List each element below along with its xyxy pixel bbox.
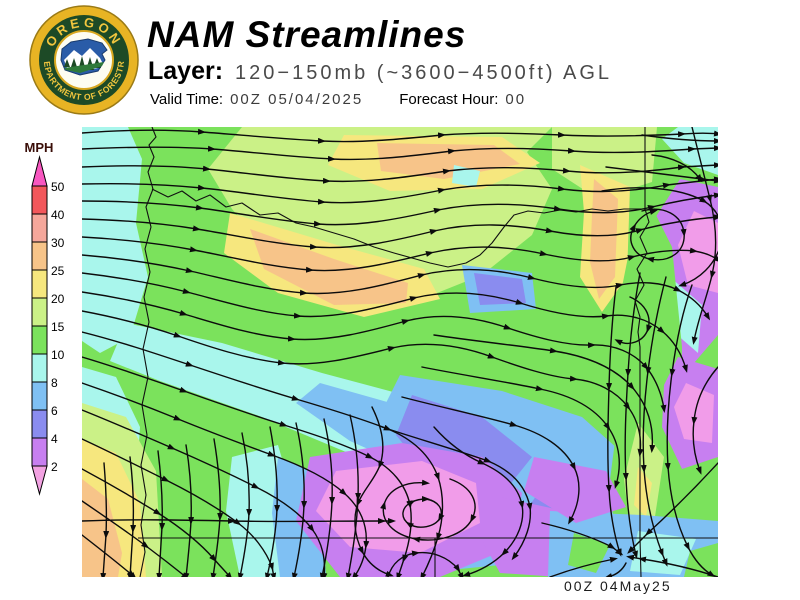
streamline: [291, 422, 308, 577]
legend-tick: 8: [51, 376, 58, 390]
legend-tick: 4: [51, 432, 58, 446]
legend-segment: [31, 185, 48, 215]
streamline: [387, 550, 464, 577]
streamline: [82, 128, 718, 144]
streamline: [641, 134, 718, 144]
legend-title: MPH: [25, 140, 54, 155]
valid-time-label: Valid Time:: [150, 91, 224, 108]
streamline: [614, 296, 653, 346]
legend-segment: [31, 353, 48, 383]
legend-segment: [31, 437, 48, 467]
streamline: [82, 192, 718, 227]
streamline: [402, 496, 445, 529]
streamline: [82, 517, 396, 525]
streamline: [127, 456, 137, 577]
legend-tick: 20: [51, 292, 65, 306]
legend-tick: 6: [51, 404, 58, 418]
streamline: [319, 418, 336, 577]
streamline: [100, 462, 110, 577]
streamline: [691, 366, 718, 475]
streamline: [401, 396, 580, 525]
streamline: [640, 276, 668, 567]
legend-tick: 30: [51, 236, 65, 250]
streamline: [264, 426, 281, 577]
streamline: [541, 522, 624, 556]
legend-arrow-above: [31, 155, 48, 187]
layer-label: Layer:: [148, 57, 224, 85]
streamline: [664, 284, 716, 577]
legend-tick: 2: [51, 460, 58, 474]
streamline: [82, 500, 190, 577]
streamline: [626, 554, 718, 577]
streamline: [604, 562, 627, 577]
streamline: [691, 127, 717, 345]
oregon-emblem: [60, 38, 108, 76]
wind-speed-region: [82, 479, 122, 577]
streamline: [82, 254, 711, 321]
streamline: [651, 154, 703, 183]
odf-logo: OREGON DEPARTMENT OF FORESTRY: [28, 4, 139, 115]
streamline: [82, 438, 277, 577]
valid-time-value: 00Z 05/04/2025: [230, 91, 364, 108]
legend-tick: 40: [51, 208, 65, 222]
streamline: [210, 438, 224, 577]
streamline: [156, 450, 166, 577]
legend-segment: [31, 325, 48, 355]
page-title: NAM Streamlines: [147, 14, 467, 55]
forecast-hour-label: Forecast Hour:: [399, 91, 499, 108]
legend-tick: 15: [51, 320, 65, 334]
wind-speed-field: [82, 127, 718, 577]
legend-segment: [31, 381, 48, 411]
legend-segment: [31, 213, 48, 243]
streamline: [549, 556, 618, 577]
streamline: [622, 272, 641, 559]
streamline: [237, 432, 253, 577]
streamline: [605, 166, 718, 184]
layer-value: 120−150mb (~3600−4500ft) AGL: [235, 62, 613, 84]
legend-segment: [31, 297, 48, 327]
streamline-map: [82, 127, 718, 577]
wind-speed-region: [568, 533, 610, 573]
legend-arrow-below: [31, 465, 48, 496]
legend-tick: 50: [51, 180, 65, 194]
valid-time-line: Valid Time: 00Z 05/04/2025 Forecast Hour…: [150, 91, 526, 108]
streamline: [354, 406, 394, 577]
border-line: [139, 127, 157, 577]
layer-line: Layer: 120−150mb (~3600−4500ft) AGL: [148, 57, 612, 86]
legend-segment: [31, 269, 48, 299]
streamline: [82, 145, 718, 162]
legend-segment: [31, 241, 48, 271]
streamlines-layer: [82, 127, 718, 577]
forecast-hour-value: 00: [505, 91, 527, 108]
streamline: [605, 286, 622, 557]
model-run-stamp: 00Z 04May25: [564, 578, 672, 594]
legend-segment: [31, 409, 48, 439]
legend-tick: 10: [51, 348, 65, 362]
streamline: [627, 462, 718, 554]
wind-speed-legend: MPH 50 40 30 25 20 15 10 8 6 4 2: [25, 140, 65, 496]
streamline: [381, 426, 533, 561]
legend-tick: 25: [51, 264, 65, 278]
